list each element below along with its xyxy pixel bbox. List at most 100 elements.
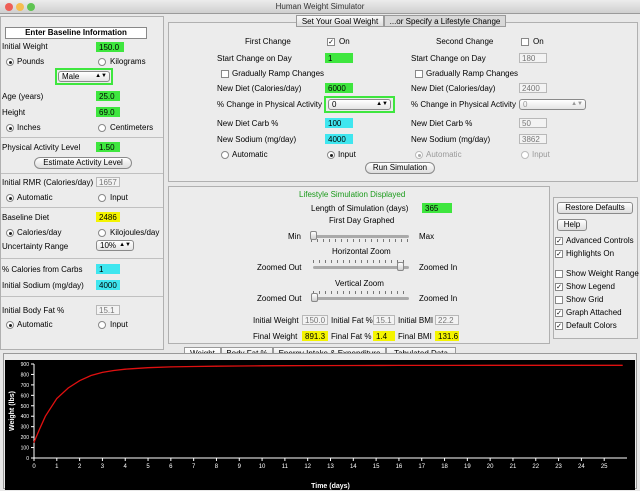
x-tick-label: 6: [169, 464, 173, 470]
new-diet-field-1[interactable]: 6000: [325, 83, 353, 93]
sodium-automatic-label-1: Automatic: [232, 150, 268, 159]
bf-input-radio[interactable]: [98, 321, 106, 329]
hzoom-knob[interactable]: [397, 262, 404, 271]
vzoom-knob[interactable]: [311, 293, 318, 302]
x-tick-label: 14: [350, 464, 357, 470]
estimate-activity-button[interactable]: Estimate Activity Level: [34, 157, 132, 169]
bf-automatic-radio[interactable]: [6, 321, 14, 329]
graph-attached-checkbox[interactable]: [555, 309, 563, 317]
legend-checkbox[interactable]: [555, 283, 563, 291]
vzoom-slider[interactable]: [313, 297, 409, 300]
uncertainty-value: 10%: [100, 241, 117, 250]
pounds-radio[interactable]: [6, 58, 14, 66]
advanced-checkbox[interactable]: [555, 237, 563, 245]
tab-lifestyle-change[interactable]: ...or Specify a Lifestyle Change: [384, 15, 506, 27]
x-tick-label: 4: [124, 464, 128, 470]
min-label: Min: [288, 232, 301, 241]
graph-attached-label: Graph Attached: [566, 308, 622, 317]
sim-length-field[interactable]: 365: [422, 203, 452, 213]
pa-change-select-1[interactable]: 0 ▲▼: [328, 99, 391, 110]
weight-range-checkbox[interactable]: [555, 270, 563, 278]
sodium-input-radio-1[interactable]: [327, 151, 335, 159]
bodyfat-label: Initial Body Fat %: [2, 306, 65, 315]
vzoom-out-label: Zoomed Out: [257, 294, 302, 303]
x-tick-label: 24: [578, 464, 585, 470]
start-day-field-1[interactable]: 1: [325, 53, 353, 63]
kilojoules-radio[interactable]: [98, 229, 106, 237]
centimeters-label: Centimeters: [110, 123, 154, 132]
age-field[interactable]: 25.0: [96, 91, 120, 101]
inches-radio[interactable]: [6, 124, 14, 132]
kilograms-radio[interactable]: [98, 58, 106, 66]
sodium-automatic-radio-1[interactable]: [221, 151, 229, 159]
rmr-input-label: Input: [110, 193, 128, 202]
default-colors-checkbox[interactable]: [555, 322, 563, 330]
pa-change-label-2: % Change in Physical Activity: [411, 100, 516, 109]
baseline-diet-field[interactable]: 2486: [96, 212, 120, 222]
y-tick-label: 100: [21, 446, 30, 452]
start-day-field-2[interactable]: 180: [519, 53, 547, 63]
calories-radio[interactable]: [6, 229, 14, 237]
weight-point: [101, 371, 103, 373]
uncertainty-select[interactable]: 10% ▲▼: [96, 240, 134, 251]
carb-field-1[interactable]: 100: [325, 118, 353, 128]
pounds-label: Pounds: [17, 57, 45, 66]
sodium-field[interactable]: 4000: [96, 280, 120, 290]
kilograms-label: Kilograms: [110, 57, 146, 66]
updown-arrow-icon: ▲▼: [376, 101, 388, 107]
divider: [1, 173, 163, 174]
window-title: Human Weight Simulator: [275, 2, 365, 11]
pal-field[interactable]: 1.50: [96, 142, 120, 152]
x-tick-label: 20: [487, 464, 494, 470]
pa-change-select-2[interactable]: 0 ▲▼: [519, 99, 586, 110]
first-day-knob[interactable]: [310, 231, 317, 240]
height-field[interactable]: 69.0: [96, 107, 120, 117]
highlights-checkbox[interactable]: [555, 250, 563, 258]
weight-point: [215, 365, 217, 367]
bodyfat-field[interactable]: 15.1: [96, 305, 120, 315]
second-change-on-checkbox[interactable]: [521, 38, 529, 46]
ramp-checkbox-2[interactable]: [415, 70, 423, 78]
rmr-input-radio[interactable]: [98, 194, 106, 202]
close-icon[interactable]: [5, 3, 13, 11]
minimize-icon[interactable]: [16, 3, 24, 11]
zoom-icon[interactable]: [27, 3, 35, 11]
x-tick-label: 18: [441, 464, 448, 470]
height-label: Height: [2, 108, 26, 117]
rmr-label: Initial RMR (Calories/day): [2, 178, 94, 187]
sex-select[interactable]: Male ▲▼: [58, 71, 110, 82]
centimeters-radio[interactable]: [98, 124, 106, 132]
sex-select-highlight: [55, 68, 113, 85]
sodium-input-radio-2[interactable]: [521, 151, 529, 159]
initial-weight-field[interactable]: 150.0: [96, 42, 124, 52]
grid-checkbox[interactable]: [555, 296, 563, 304]
help-button[interactable]: Help: [557, 219, 587, 231]
weight-point: [44, 415, 46, 417]
hzoom-slider[interactable]: [313, 266, 409, 269]
new-sodium-field-1[interactable]: 4000: [325, 134, 353, 144]
weight-point: [352, 364, 354, 366]
sodium-automatic-radio-2[interactable]: [415, 151, 423, 159]
y-tick-label: 600: [21, 393, 30, 399]
run-simulation-button[interactable]: Run Simulation: [365, 162, 435, 174]
carbs-field[interactable]: 1: [96, 264, 120, 274]
rmr-automatic-radio[interactable]: [6, 194, 14, 202]
ramp-checkbox-1[interactable]: [221, 70, 229, 78]
rmr-automatic-label: Automatic: [17, 193, 53, 202]
x-tick-label: 3: [101, 464, 105, 470]
new-diet-field-2[interactable]: 2400: [519, 83, 547, 93]
advanced-label: Advanced Controls: [566, 236, 634, 245]
first-change-on-checkbox[interactable]: [327, 38, 335, 46]
x-tick-label: 13: [327, 464, 334, 470]
hzoom-ticks: [313, 260, 409, 263]
rmr-field[interactable]: 1657: [96, 177, 120, 187]
baseline-panel: Enter Baseline Information Initial Weigh…: [0, 16, 164, 350]
pa-change-value-2: 0: [523, 100, 528, 109]
pa-select-highlight: [324, 96, 395, 113]
restore-defaults-button[interactable]: Restore Defaults: [557, 202, 633, 214]
tab-goal-weight[interactable]: Set Your Goal Weight: [296, 15, 384, 27]
new-sodium-field-2[interactable]: 3862: [519, 134, 547, 144]
first-day-slider[interactable]: [311, 235, 409, 238]
carb-field-2[interactable]: 50: [519, 118, 547, 128]
hzoom-in-label: Zoomed In: [419, 263, 458, 272]
